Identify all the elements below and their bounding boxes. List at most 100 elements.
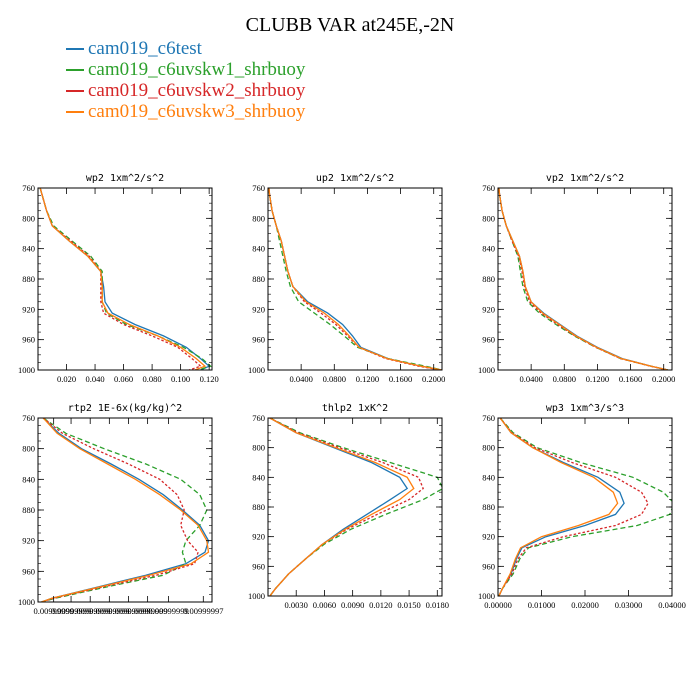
x-tick-label: 0.00999999: [127, 606, 167, 616]
y-tick-label: 920: [22, 304, 35, 314]
x-tick-label: 0.040: [85, 374, 104, 384]
page-title: CLUBB VAR at245E,-2N: [245, 14, 455, 36]
legend-line-2: [66, 68, 84, 71]
y-tick-label: 1000: [478, 591, 495, 601]
series-line-4: [268, 188, 442, 370]
x-tick-label: 0.00999999: [51, 606, 91, 616]
x-tick-label: 0.00999999: [148, 606, 188, 616]
y-tick-label: 800: [22, 444, 35, 454]
x-tick-label: 0.020: [57, 374, 76, 384]
x-tick-label: 0.0090: [341, 600, 364, 610]
y-tick-label: 840: [252, 472, 265, 482]
y-tick-label: 880: [22, 274, 35, 284]
y-tick-label: 840: [482, 244, 495, 254]
legend-line-4: [66, 110, 84, 113]
subplot-2: up2 1xm^2/s^2 760 800 840 880 920 960 1000 0.040…: [248, 173, 445, 384]
y-tick-label: 1000: [248, 365, 265, 375]
x-tick-label: 0.0180: [426, 600, 449, 610]
x-tick-label: 0.02000: [571, 600, 599, 610]
legend-item-1: cam019_c6test: [66, 38, 305, 59]
legend-item-3: cam019_c6uvskw2_shrbuoy: [66, 80, 305, 101]
subplot-4: rtp2 1E-6x(kg/kg)^2 760 800 840 880 920 960 100…: [18, 403, 223, 616]
y-tick-label: 800: [482, 213, 495, 223]
subplot-3: vp2 1xm^2/s^2 760 800 840 880 920 960 1000 0.040…: [478, 173, 675, 384]
subplot-1: wp2 1xm^2/s^2 760 800 840 880 920 960 1000 0.020…: [18, 173, 219, 384]
y-tick-label: 960: [482, 561, 495, 571]
x-tick-label: 0.00999999: [108, 606, 148, 616]
series-line-2: [39, 188, 212, 370]
series-line-1: [41, 418, 210, 602]
y-tick-label: 840: [22, 244, 35, 254]
series-line-2: [498, 418, 672, 596]
y-tick-label: 800: [252, 213, 265, 223]
y-tick-label: 960: [252, 335, 265, 345]
y-tick-label: 920: [482, 304, 495, 314]
x-tick-label: 0.00999999: [70, 606, 110, 616]
subplot-5: thlp2 1xK^2 760 800 840 880 920 960 1000 0.0030 0…: [248, 403, 449, 610]
y-tick-label: 760: [252, 413, 265, 423]
y-tick-label: 880: [22, 505, 35, 515]
x-tick-label: 0.0400: [519, 374, 542, 384]
x-tick-label: 0.120: [200, 374, 219, 384]
series-line-4: [269, 418, 415, 596]
x-tick-label: 0.0800: [553, 374, 576, 384]
y-tick-label: 760: [252, 183, 265, 193]
legend: cam019_c6test cam019_c6uvskw1_shrbuoy ca…: [66, 38, 305, 122]
series-line-4: [41, 418, 210, 602]
y-tick-label: 920: [252, 304, 265, 314]
series-line-4: [39, 188, 207, 370]
x-tick-label: 0.03000: [615, 600, 643, 610]
y-tick-label: 960: [252, 561, 265, 571]
legend-label-4: cam019_c6uvskw3_shrbuoy: [88, 101, 306, 122]
y-tick-label: 1000: [478, 365, 495, 375]
x-tick-label: 0.1200: [356, 374, 379, 384]
subplot-title: wp2 1xm^2/s^2: [86, 173, 164, 184]
y-tick-label: 760: [22, 413, 35, 423]
x-tick-label: 0.00999997: [183, 606, 223, 616]
subplot-title: wp3 1xm^3/s^3: [546, 403, 624, 414]
series-line-3: [39, 188, 202, 370]
y-tick-label: 760: [482, 183, 495, 193]
series-line-4: [498, 188, 669, 370]
y-tick-label: 840: [482, 472, 495, 482]
legend-label-2: cam019_c6uvskw1_shrbuoy: [88, 59, 306, 80]
x-tick-label: 0.0400: [289, 374, 312, 384]
y-tick-label: 840: [22, 474, 35, 484]
plot-frame: [37, 187, 213, 371]
series-line-3: [41, 418, 199, 602]
subplot-title: thlp2 1xK^2: [322, 403, 388, 414]
subplot-title: rtp2 1E-6x(kg/kg)^2: [68, 403, 182, 414]
x-tick-label: 0.100: [171, 374, 190, 384]
y-tick-label: 760: [22, 183, 35, 193]
y-tick-label: 920: [252, 532, 265, 542]
y-tick-label: 1000: [248, 591, 265, 601]
series-line-3: [498, 188, 669, 370]
y-tick-label: 880: [252, 502, 265, 512]
x-tick-label: 0.01000: [528, 600, 556, 610]
x-tick-label: 0.2000: [652, 374, 675, 384]
y-tick-label: 960: [22, 335, 35, 345]
y-tick-label: 800: [22, 213, 35, 223]
subplot-6: wp3 1xm^3/s^3 760 800 840 880 920 960 10000.000…: [478, 403, 686, 610]
subplot-title: vp2 1xm^2/s^2: [546, 173, 624, 184]
y-tick-label: 880: [482, 502, 495, 512]
legend-label-3: cam019_c6uvskw2_shrbuoy: [88, 80, 306, 101]
legend-item-4: cam019_c6uvskw3_shrbuoy: [66, 101, 305, 122]
y-tick-label: 840: [252, 244, 265, 254]
y-tick-label: 960: [22, 566, 35, 576]
x-tick-label: 0.00999999: [89, 606, 129, 616]
series-line-4: [498, 418, 619, 596]
legend-line-1: [66, 47, 84, 50]
subplot-title: up2 1xm^2/s^2: [316, 173, 394, 184]
x-tick-label: 0.0800: [323, 374, 346, 384]
y-tick-label: 920: [482, 532, 495, 542]
series-line-2: [269, 418, 442, 596]
y-tick-label: 880: [482, 274, 495, 284]
x-tick-label: 0.060: [114, 374, 133, 384]
x-tick-label: 0.1200: [586, 374, 609, 384]
x-tick-label: 0.00000: [484, 600, 512, 610]
y-tick-label: 800: [252, 443, 265, 453]
series-line-3: [498, 418, 649, 596]
x-tick-label: 0.0120: [369, 600, 392, 610]
